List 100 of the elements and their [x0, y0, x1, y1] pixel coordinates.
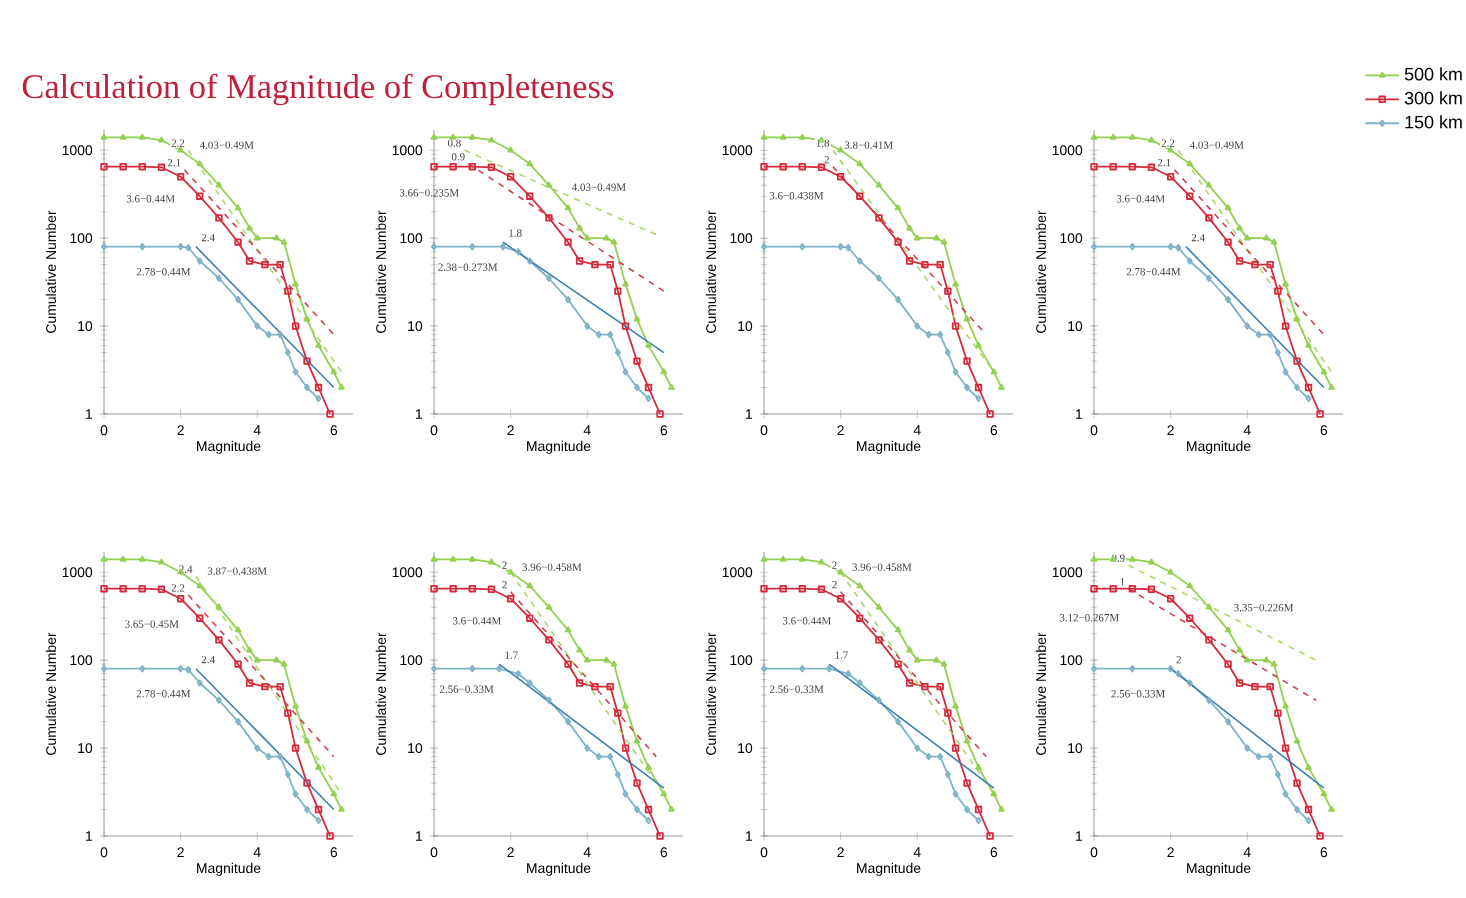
point — [545, 696, 552, 704]
point — [1148, 136, 1155, 143]
point — [1166, 595, 1175, 603]
point — [176, 173, 185, 181]
point — [1175, 243, 1182, 252]
point — [856, 192, 864, 200]
point — [139, 665, 146, 673]
point — [925, 330, 932, 339]
point — [196, 679, 203, 687]
point — [1244, 744, 1251, 752]
point — [487, 585, 496, 593]
point — [215, 603, 223, 610]
point — [449, 555, 457, 562]
point — [856, 679, 863, 687]
point — [951, 322, 960, 330]
point — [545, 636, 553, 644]
point — [1274, 770, 1281, 779]
point — [487, 163, 496, 171]
point — [1293, 357, 1301, 365]
point — [894, 660, 902, 668]
point — [1167, 665, 1174, 673]
point — [799, 133, 806, 140]
point — [1186, 679, 1193, 687]
point — [575, 257, 584, 265]
point — [595, 752, 602, 761]
point — [1186, 582, 1194, 589]
point — [526, 614, 534, 622]
point — [634, 805, 641, 814]
point — [633, 357, 641, 365]
point — [798, 585, 806, 593]
chart-title: Calculation of Magnitude of Completeness — [22, 73, 614, 106]
point — [291, 744, 300, 752]
point — [1266, 682, 1274, 691]
point — [284, 287, 292, 295]
point — [1244, 322, 1251, 330]
point — [185, 243, 192, 252]
point — [119, 555, 127, 562]
point — [1235, 257, 1244, 265]
point — [875, 636, 883, 644]
point — [314, 805, 323, 814]
point — [261, 260, 269, 269]
point — [799, 665, 806, 673]
point — [1186, 614, 1194, 622]
point — [499, 242, 506, 251]
point — [1129, 242, 1136, 251]
point — [779, 163, 787, 171]
point — [1129, 555, 1136, 562]
point — [284, 709, 292, 717]
point — [779, 555, 787, 562]
point — [515, 670, 522, 678]
point — [196, 192, 204, 200]
point — [488, 558, 495, 565]
point — [595, 330, 602, 339]
point — [584, 322, 591, 330]
point — [875, 603, 883, 610]
point — [921, 682, 929, 691]
point — [964, 805, 971, 814]
point — [1294, 805, 1301, 814]
point — [826, 665, 833, 673]
point — [1304, 805, 1313, 814]
point — [1294, 383, 1301, 392]
point — [799, 555, 806, 562]
point — [1281, 322, 1290, 330]
point — [545, 603, 553, 610]
point — [526, 160, 534, 167]
point — [196, 257, 203, 265]
point — [468, 163, 476, 171]
point — [315, 763, 322, 770]
point — [952, 368, 959, 376]
point — [1267, 752, 1274, 761]
point — [138, 585, 146, 593]
point — [1186, 192, 1194, 200]
point — [845, 670, 852, 678]
point — [1251, 682, 1259, 691]
point — [1109, 133, 1117, 140]
point — [277, 752, 284, 761]
point — [779, 585, 787, 593]
point — [1293, 779, 1301, 787]
point — [644, 383, 653, 392]
point — [177, 242, 184, 251]
point — [507, 146, 514, 153]
point — [449, 163, 457, 171]
point — [1225, 717, 1232, 726]
point — [234, 238, 242, 246]
point — [234, 660, 242, 668]
point — [215, 696, 222, 704]
point — [895, 717, 902, 726]
point — [565, 295, 572, 304]
point — [235, 717, 242, 726]
point — [952, 790, 959, 798]
point — [975, 763, 982, 770]
point — [565, 717, 572, 726]
point — [185, 665, 192, 674]
point — [261, 682, 269, 691]
point — [837, 146, 844, 153]
point — [276, 260, 284, 269]
point — [837, 568, 844, 575]
point — [1255, 330, 1262, 339]
point — [315, 341, 322, 348]
point — [1109, 585, 1117, 593]
